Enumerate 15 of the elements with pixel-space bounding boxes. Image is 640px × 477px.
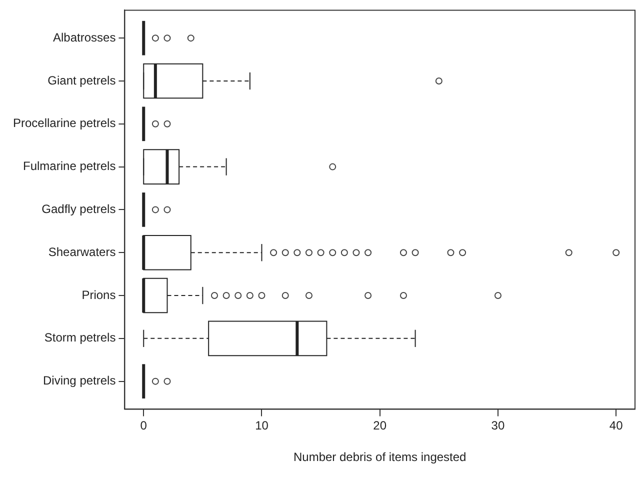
- x-tick-label: 0: [140, 418, 148, 433]
- y-tick-label: Storm petrels: [44, 330, 116, 345]
- y-tick-label: Fulmarine petrels: [23, 159, 116, 174]
- x-tick-label: 10: [255, 418, 269, 433]
- y-tick-label: Gadfly petrels: [42, 202, 116, 216]
- x-tick-label: 40: [609, 418, 624, 433]
- y-tick-label: Albatrosses: [53, 30, 116, 44]
- y-tick-label: Prions: [82, 288, 116, 302]
- y-tick-label: Procellarine petrels: [12, 116, 116, 130]
- x-tick-label: 30: [491, 418, 505, 433]
- x-tick-label: 20: [373, 418, 387, 433]
- y-tick-label: Shearwaters: [48, 244, 116, 259]
- x-axis-title: Number debris of items ingested: [293, 450, 466, 464]
- y-tick-label: Giant petrels: [48, 73, 116, 88]
- y-tick-label: Diving petrels: [43, 374, 116, 388]
